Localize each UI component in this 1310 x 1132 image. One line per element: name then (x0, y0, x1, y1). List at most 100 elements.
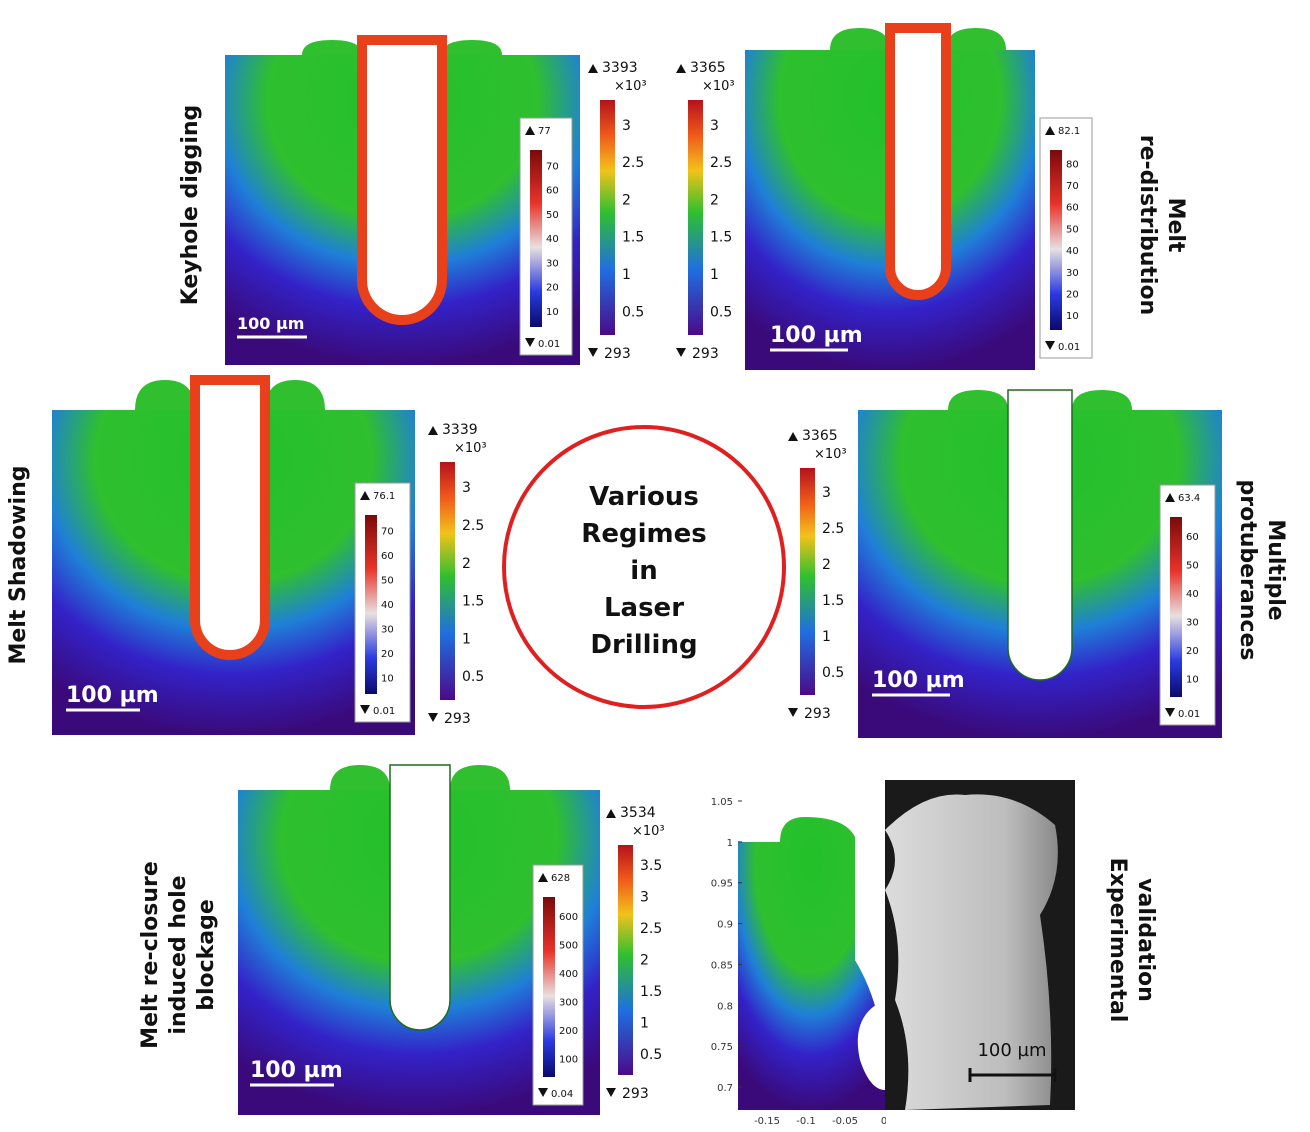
scale-bar-label: 100 µm (770, 323, 863, 348)
temperature-tick: 2 (462, 556, 471, 572)
velocity-legend-box (533, 865, 583, 1105)
center-title: in (630, 556, 657, 586)
velocity-tick: 400 (559, 969, 578, 980)
velocity-tick: 60 (381, 551, 394, 562)
temperature-tick: 3.5 (640, 858, 662, 874)
temperature-max: 3534 (620, 805, 656, 821)
temperature-tick: 1.5 (622, 230, 644, 246)
temperature-tick: 2.5 (462, 518, 484, 534)
panel-label: Melt re-closure (138, 861, 163, 1049)
velocity-colorbar (1050, 150, 1062, 330)
panel-label: Melt (1163, 198, 1188, 253)
temperature-tick: 2.5 (822, 521, 844, 537)
temperature-colorbar (618, 845, 633, 1075)
temperature-max: 3339 (442, 422, 478, 438)
panel-label: induced hole (166, 875, 191, 1034)
velocity-tick: 30 (381, 625, 394, 636)
temperature-exponent: ×10³ (614, 79, 647, 94)
panel-label: blockage (194, 899, 219, 1011)
temperature-tick: 0.5 (822, 665, 844, 681)
velocity-tick: 20 (546, 283, 559, 294)
temperature-exponent: ×10³ (454, 441, 487, 456)
scale-bar-label: 100 µm (237, 314, 304, 333)
velocity-tick: 10 (546, 307, 559, 318)
temperature-tick: 0.5 (462, 669, 484, 685)
y-tick-label: 0.8 (717, 1001, 733, 1012)
min-marker (676, 348, 686, 357)
temperature-tick: 1 (710, 267, 719, 283)
temperature-tick: 3 (710, 118, 719, 134)
velocity-tick: 500 (559, 940, 578, 951)
page: Laser drilling regimes { "center_title_l… (0, 0, 1310, 1128)
temperature-tick: 3 (822, 485, 831, 501)
velocity-tick: 50 (546, 210, 559, 221)
temperature-exponent: ×10³ (702, 79, 735, 94)
temperature-tick: 0.5 (710, 304, 732, 320)
velocity-tick: 40 (1186, 589, 1199, 600)
keyhole (390, 765, 450, 1030)
velocity-tick: 20 (1066, 289, 1079, 300)
y-tick-label: 1 (727, 838, 733, 849)
temperature-tick: 1.5 (640, 984, 662, 1000)
y-tick-label: 1.05 (711, 797, 733, 808)
velocity-min: 0.01 (538, 339, 560, 350)
velocity-tick: 30 (546, 258, 559, 269)
temperature-tick: 3 (462, 480, 471, 496)
simulation-image (745, 28, 1035, 370)
temperature-tick: 1 (462, 631, 471, 647)
velocity-colorbar (1170, 517, 1182, 697)
velocity-tick: 30 (1066, 268, 1079, 279)
temperature-tick: 3 (622, 118, 631, 134)
keyhole (890, 28, 946, 295)
temperature-max: 3393 (602, 60, 638, 76)
center-title: Drilling (590, 630, 697, 660)
center-title: Various (589, 482, 699, 512)
temperature-colorbar (600, 100, 615, 335)
temperature-max: 3365 (690, 60, 726, 76)
x-tick-label: -0.05 (832, 1116, 858, 1127)
velocity-tick: 50 (381, 576, 394, 587)
velocity-max: 77 (538, 126, 551, 137)
velocity-tick: 10 (1186, 675, 1199, 686)
velocity-tick: 60 (546, 186, 559, 197)
temperature-min: 293 (604, 346, 631, 362)
temperature-exponent: ×10³ (632, 824, 665, 839)
velocity-tick: 60 (1066, 203, 1079, 214)
temperature-colorbar (800, 468, 815, 695)
panel-label: Keyhole digging (178, 105, 203, 306)
temperature-tick: 1.5 (822, 593, 844, 609)
center-title: Laser (604, 593, 684, 623)
max-marker (788, 432, 798, 441)
velocity-min: 0.01 (373, 706, 395, 717)
temperature-tick: 2.5 (622, 155, 644, 171)
velocity-tick: 50 (1066, 224, 1079, 235)
max-marker (676, 64, 686, 73)
velocity-tick: 200 (559, 1026, 578, 1037)
y-tick-label: 0.95 (711, 879, 733, 890)
crop (886, 1112, 916, 1128)
temperature-tick: 1 (622, 267, 631, 283)
velocity-max: 76.1 (373, 491, 395, 502)
x-tick-label: -0.1 (796, 1116, 816, 1127)
photo-crater (885, 794, 1058, 1110)
figure: VariousRegimesinLaserDrillingKeyhole dig… (0, 0, 1310, 1128)
temperature-tick: 0.5 (640, 1047, 662, 1063)
temperature-tick: 1 (640, 1016, 649, 1032)
velocity-tick: 600 (559, 912, 578, 923)
velocity-tick: 70 (1066, 181, 1079, 192)
y-tick-label: 0.9 (717, 920, 733, 931)
temperature-tick: 0.5 (622, 304, 644, 320)
velocity-max: 82.1 (1058, 126, 1080, 137)
temperature-tick: 2 (640, 953, 649, 969)
max-marker (606, 809, 616, 818)
temperature-tick: 1 (822, 629, 831, 645)
velocity-min: 0.04 (551, 1089, 573, 1100)
min-marker (588, 348, 598, 357)
velocity-colorbar (543, 897, 555, 1077)
velocity-tick: 20 (1186, 646, 1199, 657)
velocity-colorbar (530, 150, 542, 327)
velocity-tick: 80 (1066, 159, 1079, 170)
velocity-max: 63.4 (1178, 493, 1200, 504)
min-marker (428, 713, 438, 722)
panel-label: protuberances (1235, 480, 1260, 661)
